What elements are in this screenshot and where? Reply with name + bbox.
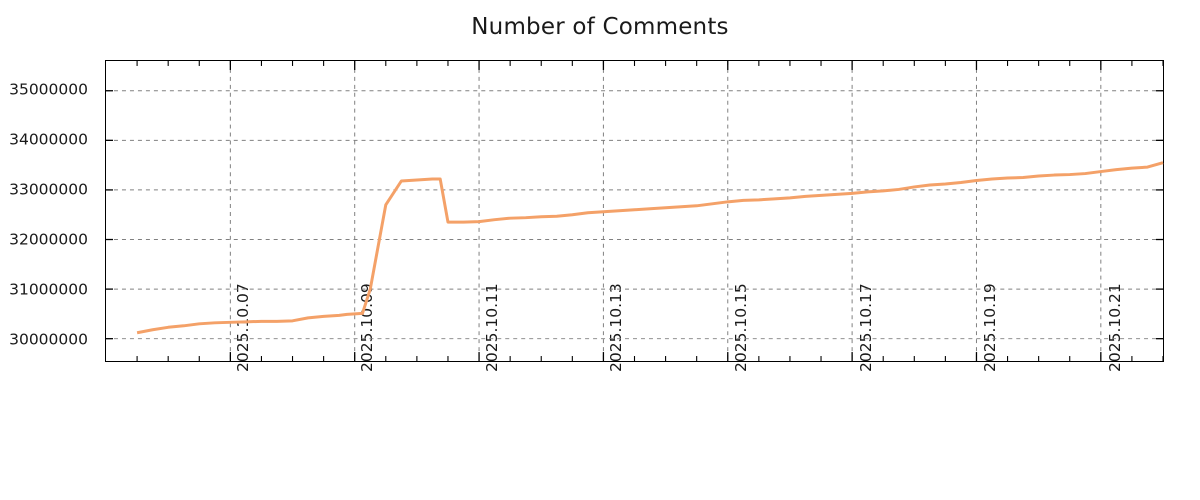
chart-title: Number of Comments xyxy=(471,14,729,40)
y-axis-tick-label: 31000000 xyxy=(9,279,88,298)
plot-area xyxy=(105,60,1164,362)
y-axis-tick-label: 30000000 xyxy=(9,329,88,348)
y-axis-tick-label: 33000000 xyxy=(9,180,88,199)
grid-lines xyxy=(106,61,1164,361)
series-line-number-of-comments xyxy=(136,161,1164,335)
y-axis-tick-label: 32000000 xyxy=(9,229,88,248)
y-axis-tick-label: 34000000 xyxy=(9,130,88,149)
y-axis-tick-label: 35000000 xyxy=(9,80,88,99)
series-polyline xyxy=(136,161,1164,335)
